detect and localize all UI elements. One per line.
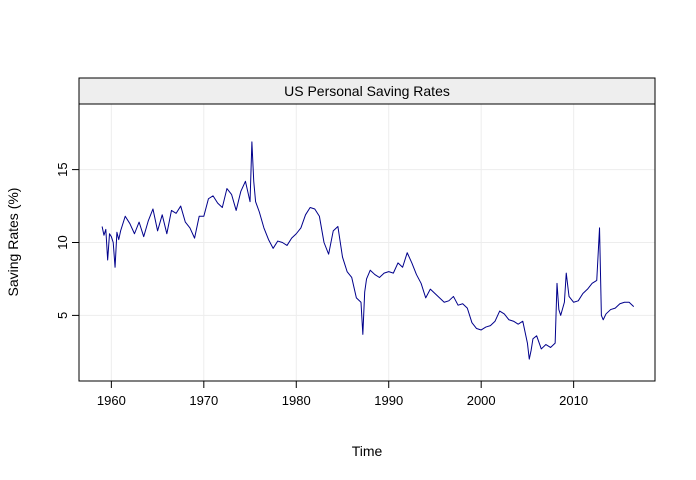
x-tick-label: 1970	[189, 393, 218, 408]
x-tick-label: 1960	[97, 393, 126, 408]
y-tick-label: 10	[55, 235, 70, 249]
y-axis-title: Saving Rates (%)	[5, 188, 21, 297]
series-line-0	[101, 141, 635, 360]
grid-lines	[79, 104, 655, 381]
panel-strip	[78, 77, 656, 105]
y-tick-label: 15	[55, 162, 70, 176]
x-tick-label: 2000	[467, 393, 496, 408]
x-axis: 1960 1970 1980 1990 2000 2010	[97, 381, 588, 408]
chart-title: US Personal Saving Rates	[284, 83, 450, 99]
x-axis-title: Time	[352, 443, 383, 459]
y-axis: 5 10 15	[55, 162, 79, 319]
y-tick-label: 5	[55, 312, 70, 319]
series-layer	[101, 141, 635, 360]
x-tick-label: 2010	[559, 393, 588, 408]
x-tick-label: 1980	[282, 393, 311, 408]
x-tick-label: 1990	[374, 393, 403, 408]
